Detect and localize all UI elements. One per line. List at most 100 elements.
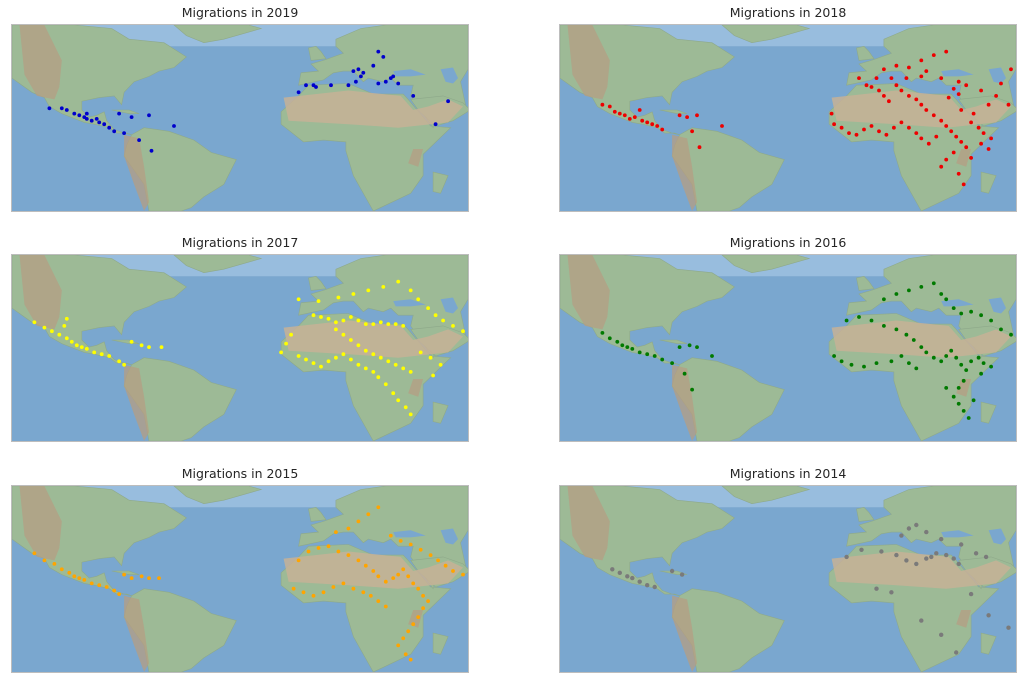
panel-title: Migrations in 2015: [181, 466, 299, 481]
migration-point: [408, 412, 413, 417]
migration-point: [59, 567, 64, 572]
migration-point: [421, 593, 425, 598]
map-frame[interactable]: [559, 254, 1017, 442]
mountain-range: [567, 25, 610, 100]
migration-point: [378, 320, 383, 325]
migration-point: [914, 522, 919, 528]
migration-point: [122, 572, 126, 577]
migration-point: [406, 629, 411, 634]
migration-point: [376, 375, 381, 380]
desert-region: [283, 320, 463, 358]
migration-point: [989, 136, 993, 141]
migration-point: [919, 345, 924, 349]
migration-point: [956, 171, 961, 176]
mountain-range: [124, 595, 149, 672]
landmass-greenland: [721, 25, 811, 44]
panel-2018: Migrations in 2018: [559, 2, 1017, 212]
migration-point: [62, 324, 67, 328]
migration-point: [341, 581, 346, 586]
migration-point: [416, 615, 421, 619]
landmass-greenland: [721, 255, 811, 274]
migration-point: [934, 551, 939, 556]
migration-point: [107, 125, 112, 130]
migration-point: [69, 339, 74, 344]
map-frame[interactable]: [559, 24, 1017, 212]
migration-point: [366, 512, 371, 517]
migration-point: [326, 359, 331, 364]
migration-point: [361, 70, 366, 75]
panel-2016: Migrations in 2016: [559, 232, 1017, 442]
migration-point: [349, 338, 353, 342]
migration-point: [57, 332, 62, 337]
migration-point: [401, 324, 406, 328]
migration-point: [403, 652, 408, 657]
migration-point: [951, 394, 956, 399]
migration-point: [381, 285, 386, 289]
migration-point: [879, 549, 884, 554]
migration-point: [973, 551, 979, 556]
map-frame[interactable]: [11, 254, 469, 442]
migration-point: [954, 355, 959, 360]
migration-point: [989, 364, 993, 369]
migration-point: [42, 558, 47, 563]
migration-point: [961, 182, 966, 187]
panel-title: Migrations in 2019: [181, 5, 299, 20]
migration-point: [889, 590, 894, 595]
migration-point: [356, 318, 361, 323]
migration-point: [869, 318, 874, 323]
map-frame[interactable]: [11, 485, 469, 673]
migration-point: [376, 505, 381, 510]
landmass-uk: [308, 275, 327, 291]
landmass-madagascar: [980, 171, 997, 194]
migration-point: [944, 124, 949, 128]
migration-point: [894, 327, 899, 332]
migration-point: [319, 315, 323, 319]
migration-point: [89, 118, 94, 123]
migration-point: [426, 306, 430, 310]
black-sea: [393, 530, 426, 538]
migration-point: [416, 297, 421, 302]
panel-2015: Migrations in 2015: [11, 463, 469, 673]
migration-point: [859, 547, 864, 552]
migration-point: [969, 120, 973, 125]
map-svg: [12, 486, 468, 672]
migration-point: [383, 79, 388, 84]
migration-point: [697, 145, 702, 150]
migration-point: [882, 297, 886, 302]
migration-point: [645, 120, 650, 125]
panel-title: Migrations in 2017: [181, 235, 299, 250]
migration-point: [386, 359, 391, 364]
mountain-range: [19, 25, 62, 100]
migration-point: [847, 131, 851, 135]
migration-point: [640, 118, 645, 123]
migration-point: [986, 147, 991, 151]
migration-point: [904, 76, 909, 80]
migration-point: [371, 322, 376, 326]
migration-point: [889, 76, 894, 80]
map-frame[interactable]: [559, 485, 1017, 673]
migration-point: [341, 332, 346, 337]
caspian-sea: [988, 528, 1006, 545]
landmass-greenland: [173, 486, 263, 505]
migration-point: [954, 650, 959, 655]
migration-point: [32, 551, 37, 556]
migration-point: [944, 297, 949, 302]
map-frame[interactable]: [11, 24, 469, 212]
migration-point: [610, 567, 615, 572]
migration-point: [94, 117, 99, 121]
migration-point: [391, 74, 396, 79]
migration-point: [149, 148, 154, 153]
mountain-range: [956, 610, 972, 628]
migration-point: [316, 546, 321, 550]
migration-point: [371, 63, 376, 68]
migration-point: [67, 570, 72, 575]
migration-point: [979, 141, 983, 146]
migration-point: [894, 292, 899, 296]
panel-title: Migrations in 2018: [729, 5, 847, 20]
migration-point: [446, 99, 450, 104]
migration-point: [99, 352, 104, 357]
migration-point: [907, 125, 911, 130]
mountain-range: [672, 134, 697, 211]
migration-point: [862, 364, 866, 369]
migration-point: [929, 554, 934, 560]
